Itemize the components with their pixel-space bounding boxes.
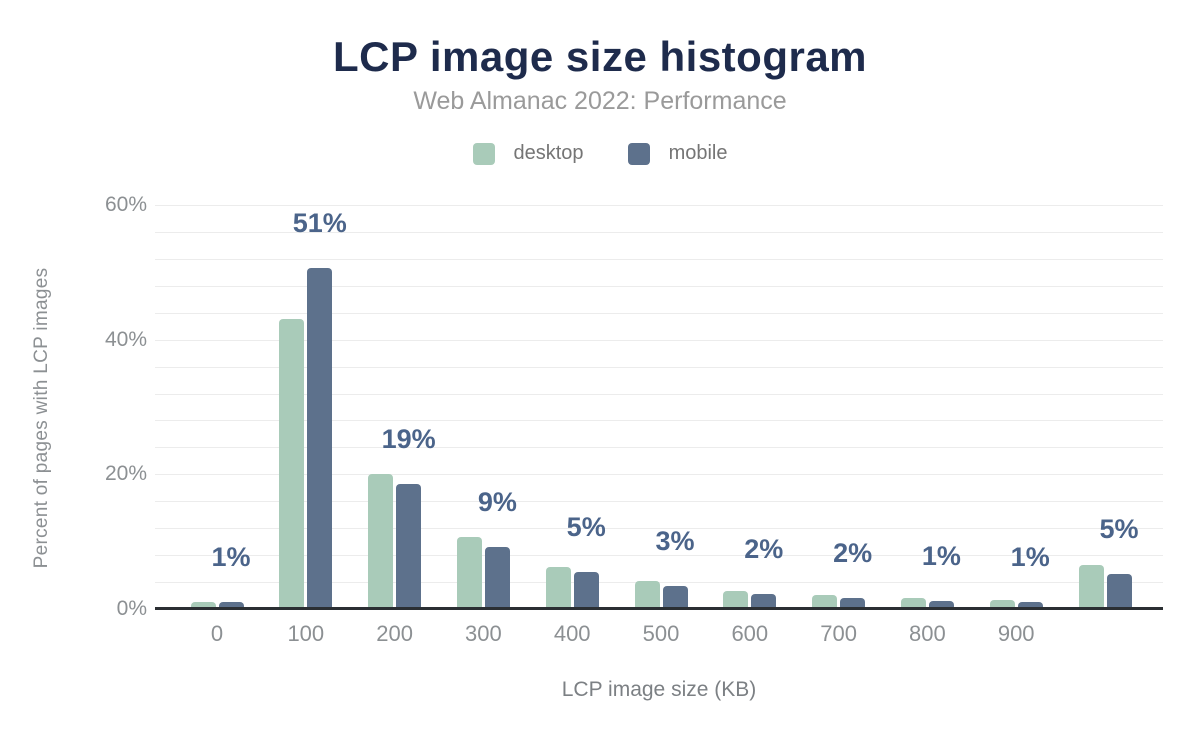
bar-mobile-800	[928, 600, 954, 608]
gridline-32pct	[155, 393, 1163, 395]
gridline-8pct	[155, 555, 1163, 557]
bar-mobile-100	[307, 267, 333, 608]
value-label-500: 3%	[655, 526, 695, 557]
bar-desktop-200	[368, 474, 394, 608]
legend-label-mobile: mobile	[668, 142, 728, 164]
bar-mobile-900	[1017, 602, 1043, 608]
value-label-300: 9%	[477, 487, 517, 518]
bar-desktop-last	[1078, 565, 1104, 608]
x-tick-900: 900	[997, 621, 1035, 646]
y-axis-title: Percent of pages with LCP images	[31, 267, 52, 569]
chart-legend: desktop mobile	[0, 142, 1200, 165]
value-label-100: 51%	[292, 207, 347, 238]
value-label-last: 5%	[1099, 513, 1139, 544]
value-label-0: 1%	[211, 542, 251, 573]
x-tick-100: 100	[287, 621, 325, 646]
x-tick-500: 500	[642, 621, 680, 646]
bar-mobile-500	[662, 586, 688, 608]
bar-desktop-900	[989, 600, 1015, 608]
x-tick-700: 700	[820, 621, 857, 646]
bar-desktop-500	[634, 580, 660, 608]
gridline-52pct	[155, 258, 1163, 260]
x-tick-200: 200	[376, 621, 413, 646]
plot-area: 0% 20% 40% 60% 1% 51% 19% 9% 5% 3% 2% 2% 1% 1% 5% 0 100 2…	[105, 193, 1163, 646]
chart-subtitle: Web Almanac 2022: Performance	[413, 87, 787, 115]
gridline-28pct	[155, 420, 1163, 422]
gridline-24pct	[155, 447, 1163, 449]
bar-mobile-last	[1106, 573, 1132, 608]
value-label-600: 2%	[744, 533, 784, 564]
gridline-44pct	[155, 312, 1163, 314]
x-tick-400: 400	[553, 621, 591, 646]
bar-desktop-0	[190, 601, 216, 608]
bar-mobile-400	[573, 571, 599, 608]
value-label-800: 1%	[921, 540, 961, 571]
legend-swatch-mobile-icon	[627, 142, 650, 165]
bar-desktop-300	[456, 536, 482, 608]
legend-item-mobile: mobile	[627, 142, 728, 165]
bar-mobile-200	[396, 484, 422, 608]
x-tick-800: 800	[909, 621, 946, 646]
bar-mobile-700	[840, 598, 866, 608]
gridline-60pct	[155, 205, 1163, 206]
gridline-36pct	[155, 366, 1163, 368]
gridline-12pct	[155, 528, 1163, 530]
y-tick-60pct: 60%	[104, 193, 147, 216]
value-label-400: 5%	[566, 511, 606, 542]
bar-desktop-700	[812, 594, 838, 608]
legend-item-desktop: desktop	[472, 142, 584, 165]
chart-title: LCP image size histogram	[332, 33, 868, 80]
x-axis-title: LCP image size (KB)	[561, 678, 757, 701]
value-label-200: 19%	[381, 424, 436, 455]
gridline-16pct	[155, 501, 1163, 503]
legend-swatch-desktop-icon	[472, 142, 495, 165]
bar-mobile-300	[484, 547, 510, 608]
legend-label-desktop: desktop	[513, 142, 584, 164]
bar-desktop-600	[723, 590, 749, 608]
bar-mobile-0	[218, 602, 244, 608]
value-label-700: 2%	[833, 538, 873, 569]
gridline-56pct	[155, 231, 1163, 233]
bar-desktop-800	[900, 598, 926, 608]
y-tick-40pct: 40%	[104, 327, 147, 351]
y-tick-0pct: 0%	[116, 597, 147, 620]
x-tick-0: 0	[210, 621, 224, 646]
value-label-900: 1%	[1010, 542, 1050, 573]
bar-desktop-100	[279, 319, 305, 608]
x-tick-300: 300	[465, 621, 502, 646]
gridline-20pct	[155, 474, 1163, 476]
y-tick-20pct: 20%	[104, 462, 147, 486]
gridline-48pct	[155, 285, 1163, 287]
gridline-40pct	[155, 339, 1163, 341]
x-axis-line	[155, 607, 1163, 610]
bar-mobile-600	[751, 593, 777, 608]
bar-desktop-400	[545, 567, 571, 608]
x-tick-600: 600	[731, 621, 769, 646]
